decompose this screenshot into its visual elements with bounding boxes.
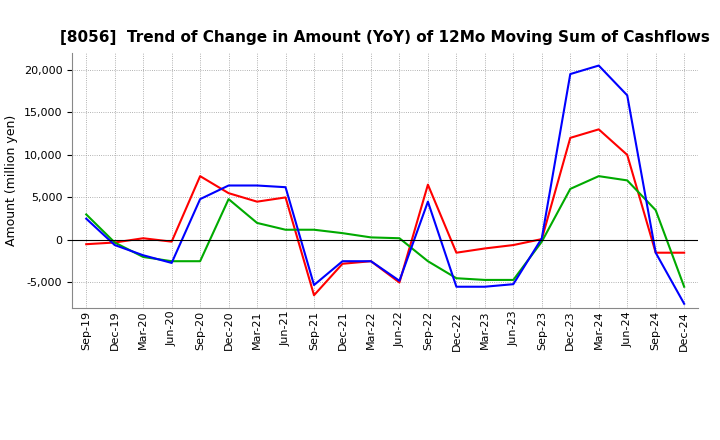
Investing Cashflow (366, 235, 375, 240)
Investing Cashflow (623, 178, 631, 183)
Investing Cashflow (680, 284, 688, 290)
Investing Cashflow (652, 208, 660, 213)
Line: Investing Cashflow: Investing Cashflow (86, 176, 684, 287)
Operating Cashflow (139, 235, 148, 241)
Investing Cashflow (566, 186, 575, 191)
Investing Cashflow (167, 259, 176, 264)
Free Cashflow (509, 282, 518, 287)
Free Cashflow (167, 260, 176, 266)
Free Cashflow (110, 242, 119, 248)
Operating Cashflow (652, 250, 660, 255)
Free Cashflow (680, 301, 688, 306)
Operating Cashflow (423, 182, 432, 187)
Investing Cashflow (452, 275, 461, 281)
Investing Cashflow (480, 277, 489, 282)
Free Cashflow (566, 71, 575, 77)
Free Cashflow (338, 259, 347, 264)
Investing Cashflow (395, 235, 404, 241)
Operating Cashflow (395, 280, 404, 285)
Free Cashflow (282, 184, 290, 190)
Free Cashflow (253, 183, 261, 188)
Operating Cashflow (282, 195, 290, 200)
Investing Cashflow (310, 227, 318, 232)
Investing Cashflow (595, 173, 603, 179)
Investing Cashflow (82, 212, 91, 217)
Investing Cashflow (196, 259, 204, 264)
Line: Free Cashflow: Free Cashflow (86, 66, 684, 304)
Operating Cashflow (623, 152, 631, 158)
Operating Cashflow (310, 293, 318, 298)
Line: Operating Cashflow: Operating Cashflow (86, 129, 684, 295)
Investing Cashflow (253, 220, 261, 226)
Operating Cashflow (595, 127, 603, 132)
Operating Cashflow (110, 240, 119, 245)
Free Cashflow (366, 259, 375, 264)
Free Cashflow (537, 235, 546, 241)
Operating Cashflow (566, 135, 575, 140)
Operating Cashflow (167, 239, 176, 244)
Investing Cashflow (225, 197, 233, 202)
Operating Cashflow (196, 173, 204, 179)
Investing Cashflow (110, 240, 119, 245)
Free Cashflow (652, 250, 660, 255)
Investing Cashflow (423, 259, 432, 264)
Free Cashflow (395, 278, 404, 283)
Free Cashflow (423, 199, 432, 204)
Operating Cashflow (452, 250, 461, 255)
Free Cashflow (452, 284, 461, 290)
Free Cashflow (595, 63, 603, 68)
Title: [8056]  Trend of Change in Amount (YoY) of 12Mo Moving Sum of Cashflows: [8056] Trend of Change in Amount (YoY) o… (60, 29, 710, 45)
Operating Cashflow (509, 242, 518, 248)
Free Cashflow (623, 93, 631, 98)
Operating Cashflow (366, 259, 375, 264)
Free Cashflow (480, 284, 489, 290)
Operating Cashflow (480, 246, 489, 251)
Operating Cashflow (338, 261, 347, 266)
Investing Cashflow (282, 227, 290, 232)
Operating Cashflow (680, 250, 688, 255)
Free Cashflow (139, 253, 148, 258)
Investing Cashflow (139, 254, 148, 260)
Free Cashflow (310, 282, 318, 288)
Operating Cashflow (537, 236, 546, 242)
Investing Cashflow (338, 231, 347, 236)
Operating Cashflow (225, 191, 233, 196)
Operating Cashflow (82, 242, 91, 247)
Investing Cashflow (509, 277, 518, 282)
Free Cashflow (82, 216, 91, 221)
Y-axis label: Amount (million yen): Amount (million yen) (5, 115, 18, 246)
Free Cashflow (196, 197, 204, 202)
Free Cashflow (225, 183, 233, 188)
Investing Cashflow (537, 239, 546, 244)
Operating Cashflow (253, 199, 261, 204)
